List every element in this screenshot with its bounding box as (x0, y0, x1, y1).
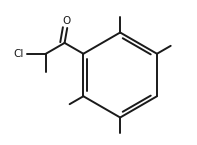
Text: Cl: Cl (13, 49, 24, 59)
Text: O: O (62, 16, 71, 26)
